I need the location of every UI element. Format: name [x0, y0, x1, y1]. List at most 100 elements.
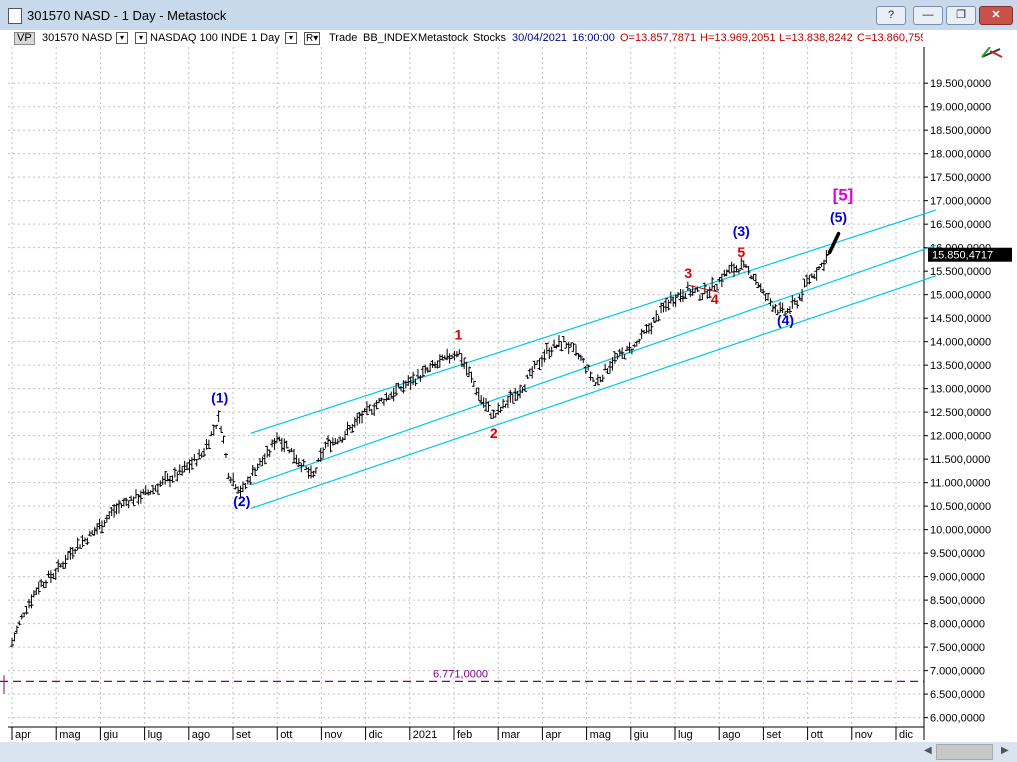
y-tick-label: 8.500,0000	[930, 595, 985, 607]
x-tick-label: mag	[590, 729, 611, 741]
x-tick-label: set	[766, 729, 781, 741]
projected-wave-segment	[827, 231, 841, 255]
wave-label: [5]	[833, 186, 854, 205]
x-tick-label: dic	[899, 729, 914, 741]
support-line-label: 6.771,0000	[433, 668, 488, 680]
wave-label: 2	[490, 425, 498, 441]
exchange-label: BB_INDEX	[363, 32, 418, 44]
y-tick-label: 17.000,0000	[930, 196, 991, 208]
drawing-tools-icon[interactable]	[981, 46, 1003, 58]
window-title: 301570 NASD - 1 Day - Metastock	[27, 8, 227, 23]
scroll-right-icon[interactable]: ▶	[1001, 745, 1009, 756]
y-tick-label: 11.000,0000	[930, 478, 990, 490]
x-tick-label: set	[236, 729, 251, 741]
wave-label: 3	[684, 265, 692, 281]
date-label: 30/04/2021	[512, 32, 568, 44]
y-tick-label: 10.000,0000	[930, 525, 991, 537]
x-tick-label: apr	[545, 729, 561, 741]
wave-label: 5	[737, 244, 745, 260]
x-tick-label: nov	[855, 729, 873, 741]
y-tick-label: 19.000,0000	[930, 102, 991, 114]
wave-label: 4	[711, 291, 719, 307]
type-label: Stocks	[473, 32, 507, 44]
y-tick-label: 11.500,0000	[930, 454, 990, 466]
symbol-label: 301570 NASD	[42, 32, 113, 44]
horizontal-scrollbar[interactable]: ◀ ▶	[0, 742, 1017, 762]
trade-label: Trade	[329, 32, 358, 44]
security-label: NASDAQ 100 INDE	[150, 32, 248, 44]
open-value: O=13.857,7871	[620, 32, 697, 44]
y-tick-label: 17.500,0000	[930, 172, 991, 184]
y-tick-label: 7.000,0000	[930, 666, 985, 678]
x-tick-label: mar	[501, 729, 520, 741]
x-tick-label: ott	[811, 729, 823, 741]
help-button[interactable]: ?	[876, 6, 906, 25]
y-tick-label: 8.000,0000	[930, 619, 985, 631]
high-value: H=13.969,2051	[700, 32, 776, 44]
current-price-label: 15.850,4717	[932, 250, 993, 262]
price-chart[interactable]: 6.000,0000 6.500,0000 7.000,0000 7.500,0000…	[0, 46, 1017, 742]
plot-background	[8, 47, 924, 735]
x-tick-label: feb	[457, 729, 472, 741]
x-tick-label: lug	[678, 729, 693, 741]
security-dropdown-icon[interactable]: ▾	[135, 32, 147, 44]
x-tick-label: dic	[369, 729, 384, 741]
wave-label: 1	[455, 326, 463, 342]
y-tick-label: 15.000,0000	[930, 290, 991, 302]
title-bar: document-icon 301570 NASD - 1 Day - Meta…	[0, 0, 1017, 31]
wave-label: (3)	[733, 223, 750, 239]
y-tick-label: 19.500,0000	[930, 78, 991, 90]
x-tick-label: ott	[280, 729, 292, 741]
close-button[interactable]: ✕	[979, 6, 1013, 25]
y-tick-label: 13.500,0000	[930, 360, 991, 372]
wave-label: (1)	[211, 390, 228, 406]
maximize-button[interactable]: ❐	[946, 6, 976, 25]
wave-trendline	[688, 284, 720, 293]
y-tick-label: 12.500,0000	[930, 407, 991, 419]
y-tick-label: 7.500,0000	[930, 642, 985, 654]
current-price-box	[928, 247, 1012, 262]
x-tick-label: ago	[722, 729, 740, 741]
y-tick-label: 13.000,0000	[930, 384, 991, 396]
scroll-thumb[interactable]	[936, 744, 993, 760]
symbol-dropdown-icon[interactable]: ▾	[116, 32, 128, 44]
y-tick-label: 14.500,0000	[930, 313, 991, 325]
y-tick-label: 18.000,0000	[930, 149, 991, 161]
wave-label: (4)	[777, 312, 794, 328]
y-tick-label: 14.000,0000	[930, 337, 991, 349]
y-tick-label: 16.500,0000	[930, 219, 991, 231]
wave-label: (5)	[830, 209, 847, 225]
low-value: L=13.838,8242	[779, 32, 853, 44]
y-tick-label: 9.000,0000	[930, 572, 985, 584]
y-tick-label: 15.500,0000	[930, 266, 991, 278]
channel-line	[250, 275, 936, 510]
x-tick-label: apr	[15, 729, 31, 741]
x-tick-label: 2021	[413, 729, 437, 741]
x-tick-label: nov	[324, 729, 342, 741]
period-dropdown-icon[interactable]: ▾	[285, 32, 297, 44]
y-tick-label: 6.000,0000	[930, 713, 985, 725]
document-icon[interactable]: document-icon	[8, 8, 22, 24]
x-tick-label: mag	[59, 729, 80, 741]
vp-button[interactable]: VP	[14, 32, 35, 45]
channel-line	[250, 209, 936, 434]
x-tick-label: lug	[148, 729, 163, 741]
y-tick-label: 9.500,0000	[930, 548, 985, 560]
y-tick-label: 10.500,0000	[930, 501, 991, 513]
x-tick-label: giu	[103, 729, 118, 741]
time-label: 16:00:00	[572, 32, 615, 44]
x-tick-label: giu	[634, 729, 649, 741]
r-dropdown-button[interactable]: R▾	[304, 32, 321, 45]
chart-toolbar: VP 301570 NASD ▾ ▾ NASDAQ 100 INDE 1 Day…	[0, 30, 1017, 47]
y-tick-label: 6.500,0000	[930, 689, 985, 701]
channel-line	[250, 244, 936, 486]
y-tick-label: 12.000,0000	[930, 431, 991, 443]
y-tick-label: 18.500,0000	[930, 125, 991, 137]
wave-label: (2)	[233, 493, 250, 509]
minimize-button[interactable]: —	[913, 6, 943, 25]
x-tick-label: ago	[192, 729, 210, 741]
chart-pane[interactable]: 6.000,0000 6.500,0000 7.000,0000 7.500,0000…	[0, 46, 1017, 742]
scroll-left-icon[interactable]: ◀	[924, 745, 932, 756]
source-label: Metastock	[418, 32, 469, 44]
period-label: 1 Day	[251, 32, 280, 44]
